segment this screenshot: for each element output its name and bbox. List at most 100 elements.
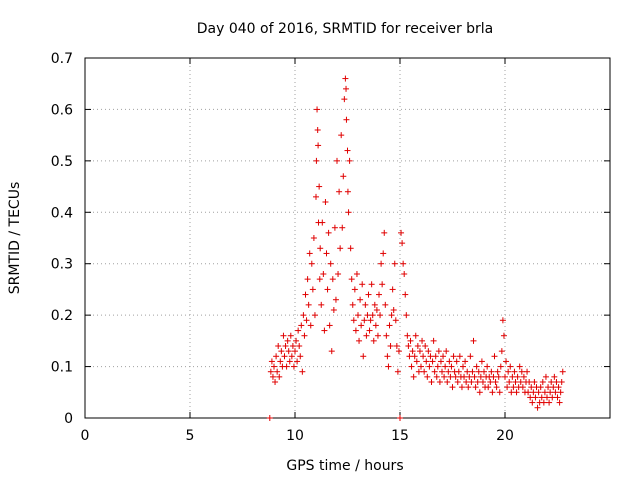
data-point bbox=[314, 106, 321, 113]
data-point bbox=[277, 358, 284, 365]
data-point bbox=[309, 286, 316, 293]
data-point bbox=[377, 312, 384, 319]
data-point bbox=[458, 384, 465, 391]
data-point bbox=[434, 363, 441, 370]
data-point bbox=[455, 368, 462, 375]
data-point bbox=[295, 327, 302, 334]
data-point bbox=[267, 368, 274, 375]
data-point bbox=[414, 343, 421, 349]
data-point bbox=[508, 389, 515, 396]
data-point bbox=[435, 348, 442, 355]
data-point bbox=[511, 368, 518, 375]
data-point bbox=[395, 348, 402, 355]
data-point bbox=[534, 404, 541, 411]
data-point bbox=[465, 384, 472, 391]
data-point bbox=[524, 368, 531, 375]
data-point bbox=[374, 332, 381, 339]
data-point bbox=[476, 389, 483, 396]
data-point bbox=[408, 363, 415, 370]
data-point bbox=[330, 307, 337, 313]
data-point bbox=[290, 363, 297, 370]
data-point bbox=[481, 368, 487, 375]
data-point bbox=[390, 307, 397, 313]
y-tick-label: 0 bbox=[64, 411, 73, 427]
data-point bbox=[442, 363, 449, 370]
data-point bbox=[545, 384, 552, 391]
data-point bbox=[315, 142, 322, 149]
data-point bbox=[456, 353, 463, 360]
data-point bbox=[468, 379, 475, 385]
data-point bbox=[323, 250, 330, 257]
data-point bbox=[403, 312, 410, 319]
data-point bbox=[422, 343, 429, 349]
y-tick-label: 0.5 bbox=[51, 154, 73, 170]
data-point bbox=[539, 379, 546, 385]
data-point bbox=[305, 301, 312, 308]
data-point bbox=[321, 327, 328, 334]
x-tick-label: 15 bbox=[391, 428, 409, 444]
data-point bbox=[525, 389, 532, 396]
data-point bbox=[404, 332, 411, 339]
data-point bbox=[544, 394, 550, 401]
data-point bbox=[519, 384, 526, 391]
data-point bbox=[327, 260, 334, 267]
x-tick-label: 10 bbox=[286, 428, 304, 444]
data-point bbox=[288, 353, 295, 360]
data-point bbox=[373, 307, 380, 313]
data-point bbox=[378, 260, 385, 267]
data-point bbox=[445, 368, 452, 375]
data-point bbox=[450, 353, 457, 360]
data-point bbox=[467, 353, 474, 360]
data-point bbox=[407, 337, 414, 344]
data-point bbox=[293, 337, 300, 344]
data-point bbox=[304, 276, 311, 283]
data-point bbox=[345, 209, 352, 216]
data-point bbox=[340, 173, 347, 180]
data-point bbox=[398, 229, 405, 236]
data-point bbox=[449, 384, 456, 391]
data-point bbox=[401, 271, 408, 277]
data-point bbox=[452, 373, 459, 380]
data-point bbox=[339, 224, 346, 231]
data-point bbox=[498, 348, 505, 355]
data-point bbox=[440, 353, 447, 360]
data-point bbox=[471, 373, 478, 380]
data-point bbox=[379, 281, 386, 288]
data-point bbox=[338, 132, 345, 139]
y-tick-label: 0.6 bbox=[51, 102, 73, 118]
data-point bbox=[443, 348, 450, 355]
data-point bbox=[490, 373, 497, 380]
data-point bbox=[350, 317, 357, 324]
data-point bbox=[518, 368, 525, 375]
data-point bbox=[287, 332, 294, 339]
data-point bbox=[472, 384, 479, 391]
data-point bbox=[530, 389, 537, 396]
data-point bbox=[314, 127, 321, 133]
data-point bbox=[331, 224, 338, 231]
data-point bbox=[454, 379, 461, 385]
data-point bbox=[547, 389, 554, 396]
data-point bbox=[555, 384, 562, 391]
data-point bbox=[411, 353, 418, 360]
data-point bbox=[348, 276, 355, 283]
data-point bbox=[393, 343, 400, 349]
data-point bbox=[537, 384, 544, 391]
data-point bbox=[497, 363, 504, 370]
data-point bbox=[320, 271, 327, 277]
data-point bbox=[469, 368, 476, 375]
data-point bbox=[464, 368, 471, 375]
data-point bbox=[388, 312, 395, 319]
data-point bbox=[368, 281, 375, 288]
data-point bbox=[517, 379, 524, 385]
data-point bbox=[409, 348, 416, 355]
data-point bbox=[369, 312, 376, 319]
data-point bbox=[416, 348, 423, 355]
data-point bbox=[266, 415, 273, 421]
data-point bbox=[271, 363, 277, 370]
data-point bbox=[343, 116, 350, 123]
data-point bbox=[329, 276, 336, 283]
grid bbox=[85, 58, 610, 418]
data-point bbox=[343, 85, 350, 92]
data-point bbox=[499, 317, 506, 324]
data-point bbox=[359, 281, 366, 288]
